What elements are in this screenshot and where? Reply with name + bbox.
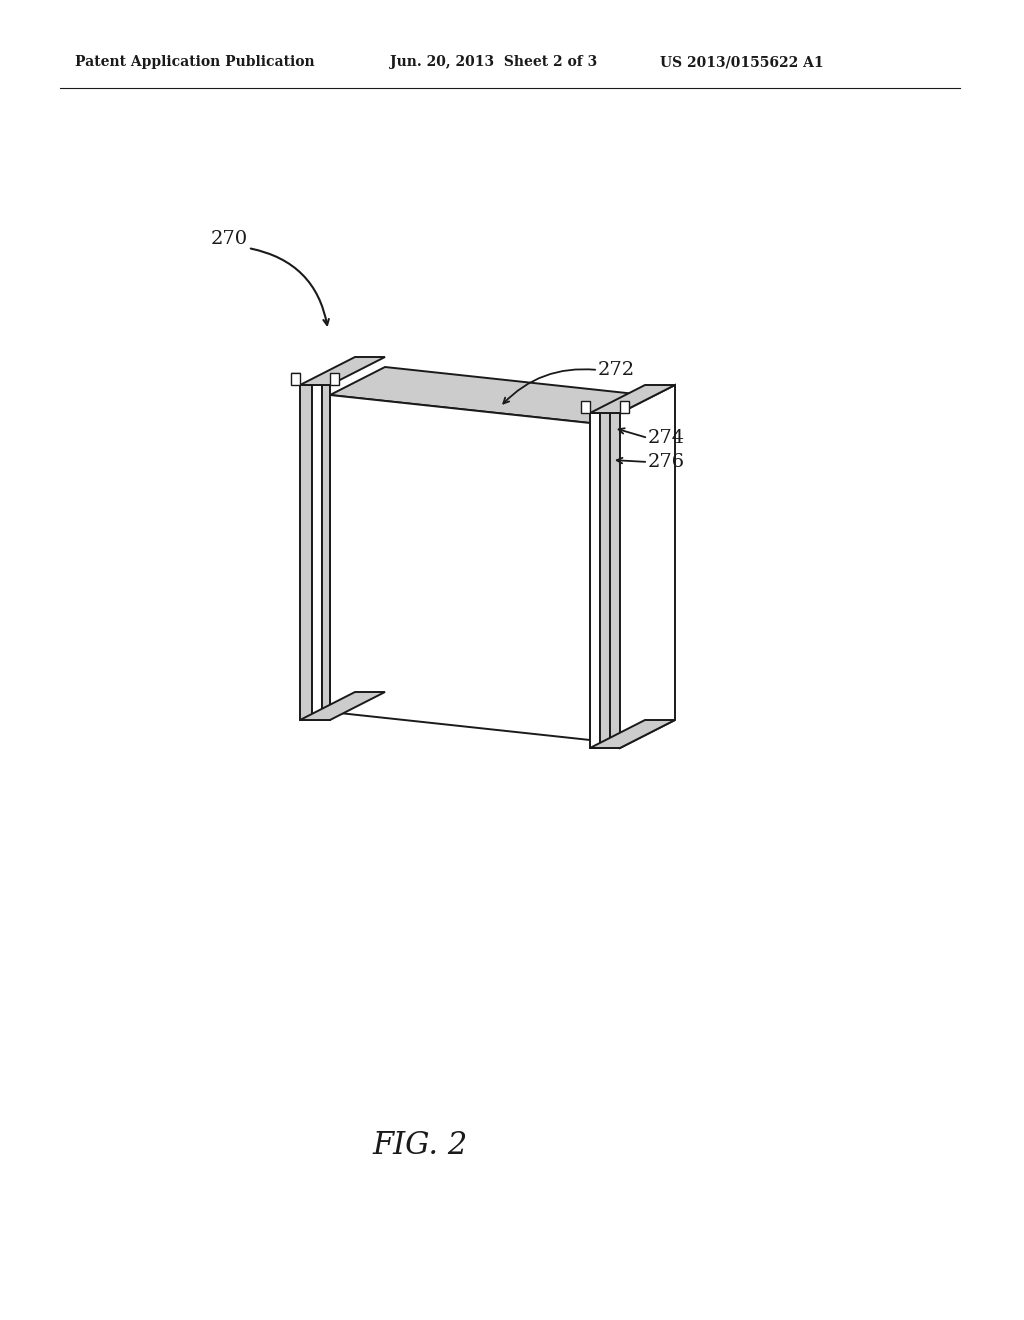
Polygon shape <box>330 367 645 422</box>
Text: FIG. 2: FIG. 2 <box>373 1130 468 1160</box>
Polygon shape <box>300 356 385 385</box>
Polygon shape <box>581 401 590 413</box>
Text: 270: 270 <box>211 230 248 248</box>
Polygon shape <box>312 385 322 719</box>
Text: 274: 274 <box>648 429 685 447</box>
Polygon shape <box>590 395 645 741</box>
Polygon shape <box>610 413 620 748</box>
Polygon shape <box>590 385 675 413</box>
Text: Patent Application Publication: Patent Application Publication <box>75 55 314 69</box>
Polygon shape <box>322 385 330 719</box>
Polygon shape <box>330 374 339 385</box>
Polygon shape <box>590 719 675 748</box>
Text: US 2013/0155622 A1: US 2013/0155622 A1 <box>660 55 823 69</box>
Polygon shape <box>300 692 385 719</box>
Polygon shape <box>600 413 610 748</box>
Text: Jun. 20, 2013  Sheet 2 of 3: Jun. 20, 2013 Sheet 2 of 3 <box>390 55 597 69</box>
Text: 272: 272 <box>598 360 635 379</box>
Polygon shape <box>590 413 600 748</box>
Polygon shape <box>620 385 675 748</box>
Polygon shape <box>330 395 590 741</box>
Polygon shape <box>291 374 300 385</box>
Text: 276: 276 <box>648 453 685 471</box>
Polygon shape <box>620 401 629 413</box>
Polygon shape <box>300 385 312 719</box>
